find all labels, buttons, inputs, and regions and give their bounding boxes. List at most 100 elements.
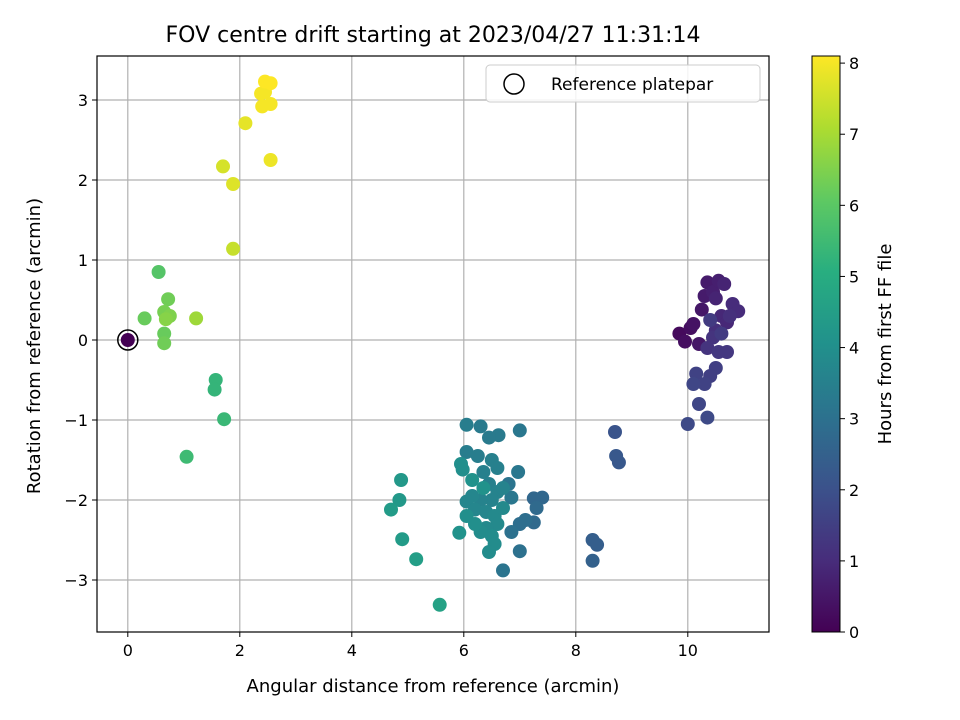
data-point [608,425,622,439]
colorbar-tick-label: 8 [849,54,859,73]
y-axis-ticks: −3 −2 −1 0 1 2 3 [64,91,97,590]
data-point [395,532,410,547]
data-point [490,461,505,475]
data-point [459,417,474,432]
data-point [179,449,194,464]
y-tick-label: 2 [78,171,88,190]
data-point [263,76,278,91]
data-point [207,382,222,397]
data-point [465,473,480,487]
scatter-points [120,74,746,612]
legend-reference-marker [503,73,525,95]
data-point [432,597,447,612]
data-point [722,309,737,323]
x-tick-label: 4 [347,641,357,660]
x-tick-label: 6 [459,641,469,660]
data-point [394,473,409,487]
grid-lines [97,56,769,632]
data-point [692,397,706,411]
data-point [470,449,485,463]
data-point [459,445,474,459]
colorbar-tick-label: 2 [849,481,859,500]
data-point [504,525,519,539]
colorbar-label: Hours from first FF file [875,244,896,445]
data-point [496,481,510,495]
x-axis-ticks: 0 2 4 6 8 10 [123,632,698,660]
data-point [504,490,519,505]
data-point [512,423,527,438]
data-point [611,455,626,470]
x-tick-label: 8 [571,641,581,660]
y-tick-label: 0 [78,331,88,350]
colorbar-tick-label: 6 [849,196,859,215]
colorbar [811,55,841,633]
data-point [226,177,241,191]
y-tick-label: −3 [64,571,88,590]
data-point [254,86,269,101]
y-tick-label: 1 [78,251,88,270]
y-tick-label: −1 [64,411,88,430]
legend-label: Reference platepar [551,75,713,95]
colorbar-tick-label: 7 [849,125,859,144]
colorbar-tick-label: 1 [849,552,859,571]
colorbar-ticks: 0 1 2 3 4 5 6 7 8 [840,54,859,642]
data-point [216,159,230,174]
data-point [476,481,491,495]
x-tick-label: 0 [123,641,133,660]
data-point [120,333,135,347]
data-point [680,417,695,431]
data-point [511,465,526,479]
colorbar-tick-label: 5 [849,267,859,286]
data-point [484,493,499,507]
data-point [678,334,692,349]
colorbar-tick-label: 0 [849,623,859,642]
data-point [263,97,278,111]
data-point [496,563,510,578]
data-point [720,345,734,359]
colorbar-tick-label: 3 [849,410,859,429]
data-point [459,509,474,523]
data-point [158,312,173,327]
legend: Reference platepar [485,64,761,103]
data-point [409,552,424,567]
reference-platepar-marker [117,329,139,351]
data-point [590,537,605,552]
y-tick-label: 3 [78,91,88,110]
data-point [717,277,732,291]
data-point [455,462,470,477]
plot-frame [96,55,770,633]
colorbar-tick-label: 4 [849,339,859,358]
data-point [700,410,715,425]
data-point [697,377,712,391]
data-point [703,313,718,327]
data-point [384,502,398,517]
data-point [490,517,505,531]
data-point [529,501,544,515]
data-point [263,153,278,167]
data-point [512,544,527,559]
data-point [714,326,729,341]
data-point [686,377,701,391]
x-axis-label: Angular distance from reference (arcmin) [247,676,620,697]
data-point [392,493,407,507]
data-point [482,430,496,445]
x-tick-label: 2 [235,641,245,660]
data-point [708,291,723,306]
data-point [473,419,488,434]
data-point [585,553,600,568]
data-point [452,525,467,540]
data-point [226,241,241,256]
data-point [496,501,510,515]
y-tick-label: −2 [64,491,88,510]
data-point [157,336,172,351]
data-point [686,317,701,331]
reference-platepar-marker-layer [117,329,139,351]
data-point [476,465,491,479]
data-point [694,302,709,317]
data-point [161,292,176,307]
data-point [137,311,152,326]
data-point [189,311,204,326]
data-point [151,265,166,279]
data-point [238,116,253,131]
